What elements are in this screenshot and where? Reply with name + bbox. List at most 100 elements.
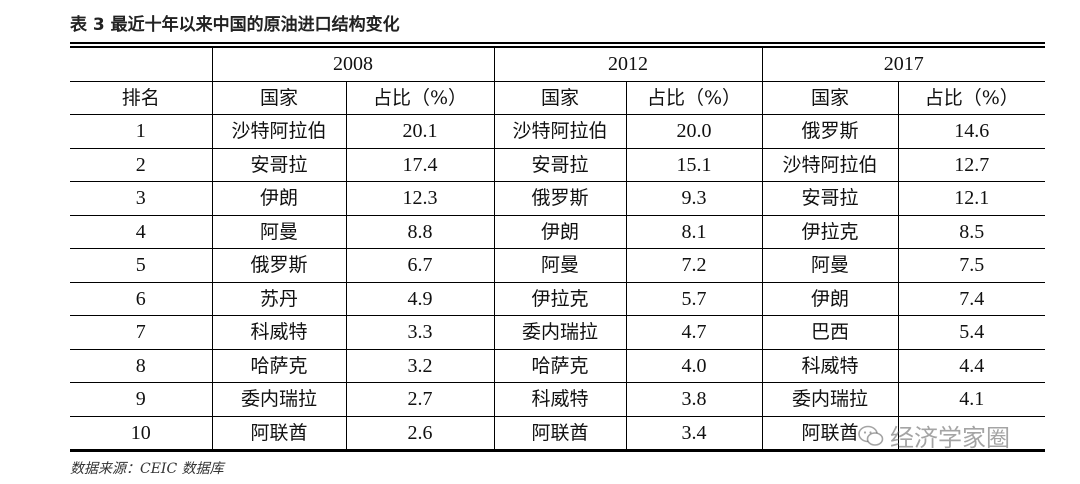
share-cell-2012: 3.8 (625, 382, 763, 417)
year-header-2012: 2012 (493, 47, 763, 82)
wechat-icon (858, 425, 884, 446)
table-row: 5 俄罗斯 6.7 阿曼 7.2 阿曼 7.5 (70, 248, 1045, 283)
share-cell-2017: 12.7 (897, 147, 1045, 182)
table-row: 6 苏丹 4.9 伊拉克 5.7 伊朗 7.4 (70, 281, 1045, 316)
share-cell-2008: 3.2 (345, 348, 495, 383)
share-cell-2008: 17.4 (345, 147, 495, 182)
year-header-2008: 2008 (211, 47, 495, 82)
country-cell-2008: 委内瑞拉 (211, 382, 347, 417)
country-cell-2012: 阿曼 (493, 248, 627, 283)
rank-cell: 5 (70, 248, 213, 283)
rank-header: 排名 (70, 80, 213, 115)
share-header-2012: 占比（%） (625, 80, 763, 115)
share-cell-2017: 7.4 (897, 281, 1045, 316)
table-row: 2 安哥拉 17.4 安哥拉 15.1 沙特阿拉伯 12.7 (70, 147, 1045, 182)
rank-cell: 7 (70, 315, 213, 350)
share-cell-2017: 14.6 (897, 114, 1045, 149)
table-row: 8 哈萨克 3.2 哈萨克 4.0 科威特 4.4 (70, 348, 1045, 383)
share-cell-2008: 3.3 (345, 315, 495, 350)
country-cell-2017: 巴西 (761, 315, 899, 350)
country-cell-2008: 阿曼 (211, 214, 347, 249)
share-cell-2008: 6.7 (345, 248, 495, 283)
empty-header-cell (70, 47, 213, 82)
watermark-text: 经济学家圈 (890, 424, 1010, 452)
share-cell-2008: 12.3 (345, 181, 495, 216)
share-cell-2012: 9.3 (625, 181, 763, 216)
share-cell-2012: 8.1 (625, 214, 763, 249)
share-cell-2017: 12.1 (897, 181, 1045, 216)
country-header-2017: 国家 (761, 80, 899, 115)
country-cell-2012: 阿联酋 (493, 415, 627, 450)
table-row: 1 沙特阿拉伯 20.1 沙特阿拉伯 20.0 俄罗斯 14.6 (70, 114, 1045, 149)
country-cell-2017: 俄罗斯 (761, 114, 899, 149)
share-cell-2008: 20.1 (345, 114, 495, 149)
table-row: 10 阿联酋 2.6 阿联酋 3.4 阿联酋 (70, 415, 1045, 450)
country-cell-2017: 伊拉克 (761, 214, 899, 249)
table-row: 4 阿曼 8.8 伊朗 8.1 伊拉克 8.5 (70, 214, 1045, 249)
country-header-2008: 国家 (211, 80, 347, 115)
column-header-row: 排名 国家 占比（%） 国家 占比（%） 国家 占比（%） (70, 80, 1045, 115)
share-cell-2017: 7.5 (897, 248, 1045, 283)
country-cell-2008: 安哥拉 (211, 147, 347, 182)
country-cell-2012: 沙特阿拉伯 (493, 114, 627, 149)
share-cell-2012: 5.7 (625, 281, 763, 316)
rank-cell: 1 (70, 114, 213, 149)
country-cell-2012: 安哥拉 (493, 147, 627, 182)
country-cell-2008: 伊朗 (211, 181, 347, 216)
share-cell-2012: 15.1 (625, 147, 763, 182)
country-cell-2008: 哈萨克 (211, 348, 347, 383)
share-cell-2008: 2.7 (345, 382, 495, 417)
rank-cell: 3 (70, 181, 213, 216)
country-cell-2008: 科威特 (211, 315, 347, 350)
table-top-rule (70, 42, 1045, 44)
share-header-2008: 占比（%） (345, 80, 495, 115)
country-cell-2012: 科威特 (493, 382, 627, 417)
share-cell-2012: 20.0 (625, 114, 763, 149)
country-cell-2012: 委内瑞拉 (493, 315, 627, 350)
table-bottom-rule (70, 450, 1045, 452)
rank-cell: 8 (70, 348, 213, 383)
country-cell-2012: 伊朗 (493, 214, 627, 249)
share-cell-2012: 4.0 (625, 348, 763, 383)
country-cell-2008: 俄罗斯 (211, 248, 347, 283)
country-cell-2012: 俄罗斯 (493, 181, 627, 216)
rank-cell: 9 (70, 382, 213, 417)
import-structure-table: 2008 2012 2017 排名 国家 占比（%） 国家 占比（%） 国家 占… (70, 42, 1045, 452)
share-cell-2017: 4.1 (897, 382, 1045, 417)
share-cell-2012: 4.7 (625, 315, 763, 350)
country-cell-2017: 委内瑞拉 (761, 382, 899, 417)
share-cell-2017: 4.4 (897, 348, 1045, 383)
year-header-2017: 2017 (761, 47, 1045, 82)
table-caption: 表 3 最近十年以来中国的原油进口结构变化 (70, 15, 400, 35)
data-source-note: 数据来源：CEIC 数据库 (70, 461, 224, 477)
share-cell-2008: 8.8 (345, 214, 495, 249)
country-cell-2017: 安哥拉 (761, 181, 899, 216)
rank-cell: 6 (70, 281, 213, 316)
share-header-2017: 占比（%） (897, 80, 1045, 115)
rank-cell: 10 (70, 415, 213, 450)
share-cell-2017 (897, 415, 1045, 450)
share-cell-2008: 4.9 (345, 281, 495, 316)
share-cell-2008: 2.6 (345, 415, 495, 450)
rank-cell: 4 (70, 214, 213, 249)
table-row: 7 科威特 3.3 委内瑞拉 4.7 巴西 5.4 (70, 315, 1045, 350)
country-cell-2017: 沙特阿拉伯 (761, 147, 899, 182)
country-cell-2012: 哈萨克 (493, 348, 627, 383)
country-cell-2008: 沙特阿拉伯 (211, 114, 347, 149)
share-cell-2012: 7.2 (625, 248, 763, 283)
data-table: 2008 2012 2017 排名 国家 占比（%） 国家 占比（%） 国家 占… (70, 47, 1045, 450)
table-row: 9 委内瑞拉 2.7 科威特 3.8 委内瑞拉 4.1 (70, 382, 1045, 417)
country-cell-2017: 科威特 (761, 348, 899, 383)
table-top-rule-thin (70, 46, 1045, 47)
table-row: 3 伊朗 12.3 俄罗斯 9.3 安哥拉 12.1 (70, 181, 1045, 216)
country-cell-2008: 苏丹 (211, 281, 347, 316)
country-cell-2012: 伊拉克 (493, 281, 627, 316)
share-cell-2017: 8.5 (897, 214, 1045, 249)
country-cell-2017: 伊朗 (761, 281, 899, 316)
country-cell-2008: 阿联酋 (211, 415, 347, 450)
country-cell-2017: 阿曼 (761, 248, 899, 283)
country-header-2012: 国家 (493, 80, 627, 115)
share-cell-2012: 3.4 (625, 415, 763, 450)
watermark: 经济学家圈 (858, 418, 1010, 453)
rank-cell: 2 (70, 147, 213, 182)
